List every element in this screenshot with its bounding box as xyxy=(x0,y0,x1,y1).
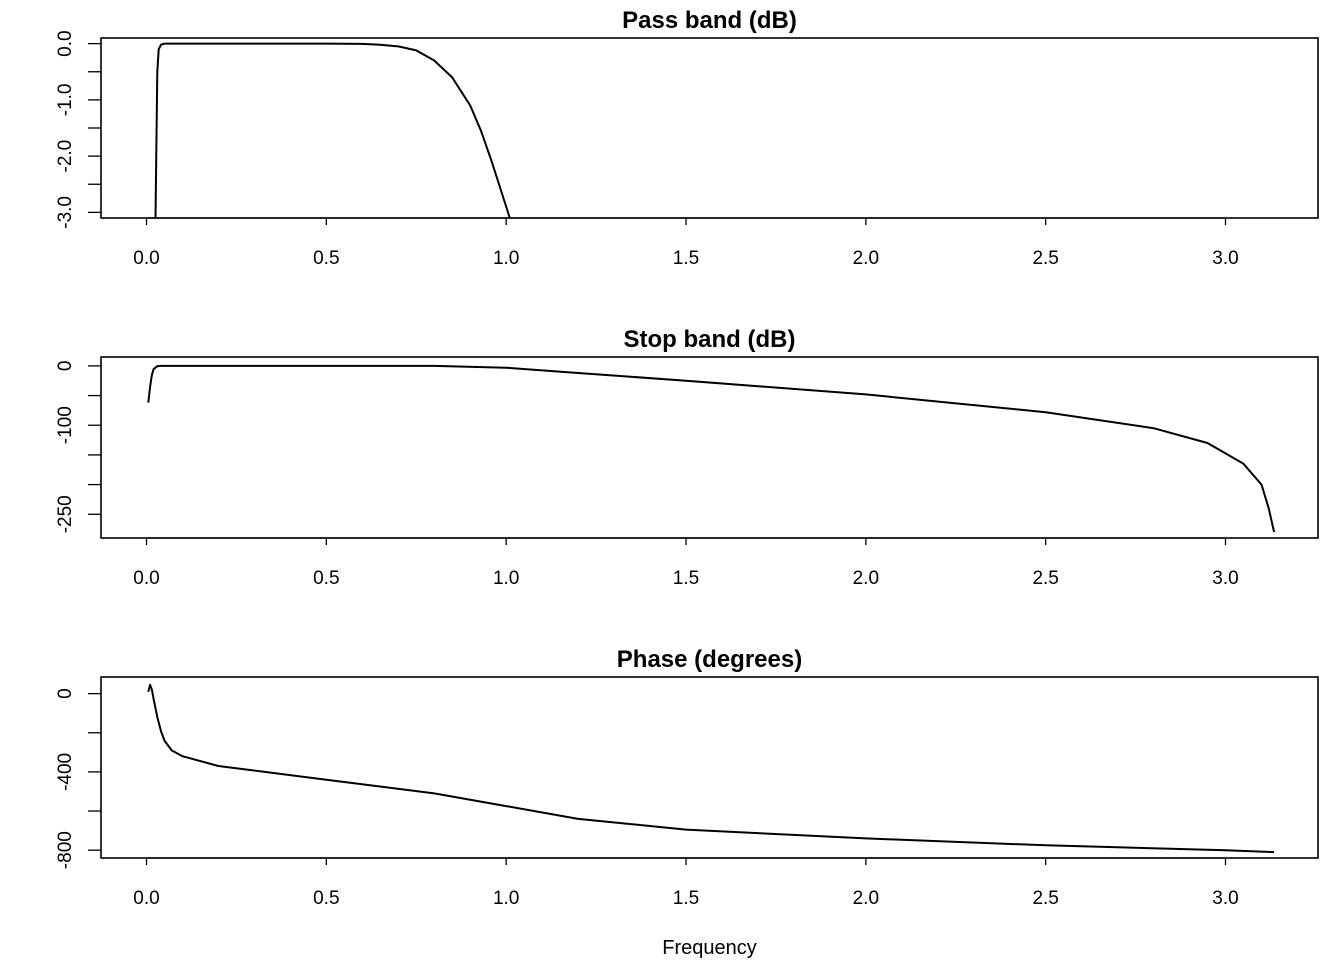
x-tick-label: 0.0 xyxy=(133,248,159,269)
x-axis-label: Frequency xyxy=(662,937,757,959)
x-tick-label: 0.5 xyxy=(313,888,339,909)
x-tick-label: 2.0 xyxy=(853,248,879,269)
y-tick-label: -250 xyxy=(55,495,76,533)
x-tick-label: 2.5 xyxy=(1032,568,1058,589)
x-tick-label: 1.5 xyxy=(673,568,699,589)
x-tick-label: 3.0 xyxy=(1212,888,1238,909)
x-tick-label: 3.0 xyxy=(1212,248,1238,269)
x-tick-label: 2.0 xyxy=(853,568,879,589)
chart-title-2: Stop band (dB) xyxy=(624,326,796,353)
chart-title-3: Phase (degrees) xyxy=(617,646,802,673)
y-tick-label: -100 xyxy=(55,406,76,444)
y-tick-label: -2.0 xyxy=(55,140,76,173)
x-tick-label: 0.0 xyxy=(133,888,159,909)
x-tick-label: 2.5 xyxy=(1032,888,1058,909)
y-tick-label: 0.0 xyxy=(55,30,76,56)
x-tick-label: 2.0 xyxy=(853,888,879,909)
y-tick-label: -400 xyxy=(55,753,76,791)
x-tick-label: 0.0 xyxy=(133,568,159,589)
y-tick-label: -1.0 xyxy=(55,84,76,117)
y-tick-label: -800 xyxy=(55,831,76,869)
plot-frame-1 xyxy=(100,37,1319,219)
x-tick-label: 1.5 xyxy=(673,248,699,269)
series-line-3 xyxy=(147,683,1275,854)
x-tick-label: 1.0 xyxy=(493,888,519,909)
x-tick-label: 1.0 xyxy=(493,568,519,589)
x-tick-label: 2.5 xyxy=(1032,248,1058,269)
x-tick-label: 1.0 xyxy=(493,248,519,269)
y-tick-label: -3.0 xyxy=(55,196,76,229)
x-tick-label: 3.0 xyxy=(1212,568,1238,589)
series-line-2 xyxy=(147,364,1276,533)
y-tick-label: 0 xyxy=(55,688,76,699)
y-tick-label: 0 xyxy=(55,361,76,372)
series-line-1 xyxy=(154,42,511,219)
plot-frame-2 xyxy=(100,356,1319,539)
x-tick-label: 0.5 xyxy=(313,568,339,589)
x-tick-label: 1.5 xyxy=(673,888,699,909)
x-tick-label: 0.5 xyxy=(313,248,339,269)
chart-title-1: Pass band (dB) xyxy=(622,7,797,34)
